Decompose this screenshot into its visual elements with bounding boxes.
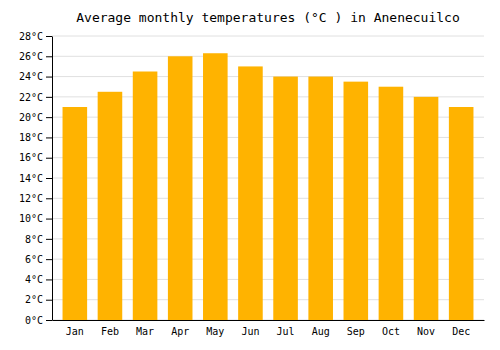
tick-label: 20°C	[19, 112, 43, 123]
axis-line	[53, 320, 485, 321]
tick-label: Apr	[171, 326, 189, 337]
tick-label: 2°C	[25, 294, 43, 305]
tick-mark	[46, 279, 52, 280]
tick: 26°C	[19, 51, 52, 62]
tick-label: 10°C	[19, 213, 43, 224]
tick-mark	[46, 239, 52, 240]
tick-label: Oct	[382, 326, 400, 337]
tick-mark	[46, 259, 52, 260]
tick: 10°C	[19, 213, 52, 224]
tick: 20°C	[19, 112, 52, 123]
tick-label: Jul	[277, 326, 295, 337]
tick: Jul	[277, 326, 295, 337]
bar	[63, 107, 88, 320]
tick-mark	[46, 198, 52, 199]
title: Average monthly temperatures (°C ) in An…	[76, 10, 460, 25]
grid-line	[52, 36, 484, 37]
tick-label: Sep	[347, 326, 365, 337]
tick: 2°C	[25, 294, 52, 305]
tick-label: Nov	[417, 326, 435, 337]
tick: Apr	[171, 326, 189, 337]
bar	[133, 72, 158, 321]
tick-mark	[46, 219, 52, 220]
tick-label: 22°C	[19, 92, 43, 103]
tick-label: 6°C	[25, 254, 43, 265]
tick-mark	[46, 117, 52, 118]
bar	[379, 87, 404, 320]
tick-mark	[46, 178, 52, 179]
tick-label: 0°C	[25, 315, 43, 326]
tick-label: Dec	[452, 326, 470, 337]
y-axis: 0°C 2°C 4°C 6°C 8°C 10°C 12°C 14°C 16°C 18°C 20°C 2…	[19, 31, 53, 326]
bar	[203, 53, 228, 320]
tick: Feb	[101, 326, 119, 337]
bar	[308, 77, 333, 320]
tick-label: 8°C	[25, 234, 43, 245]
tick: 12°C	[19, 193, 52, 204]
bar	[414, 97, 439, 320]
tick-mark	[46, 320, 52, 321]
bar	[98, 92, 123, 320]
tick-mark	[46, 97, 52, 98]
grid-line	[52, 56, 484, 57]
tick: Mar	[136, 326, 154, 337]
grid	[52, 36, 484, 320]
tick-mark	[46, 77, 52, 78]
tick: 0°C	[25, 315, 52, 326]
tick-label: 18°C	[19, 132, 43, 143]
bar	[273, 77, 298, 320]
tick-mark	[46, 56, 52, 57]
tick: 6°C	[25, 254, 52, 265]
tick-label: 4°C	[25, 274, 43, 285]
grid-line	[52, 76, 484, 77]
tick: Sep	[347, 326, 365, 337]
tick: May	[206, 326, 224, 337]
tick: 22°C	[19, 92, 52, 103]
bar	[344, 82, 369, 320]
tick: Dec	[452, 326, 470, 337]
tick-label: 16°C	[19, 152, 43, 163]
tick: Jan	[66, 326, 84, 337]
tick-label: 12°C	[19, 193, 43, 204]
tick-mark	[46, 158, 52, 159]
axis-line	[52, 37, 53, 321]
tick: 16°C	[19, 152, 52, 163]
bar	[168, 56, 193, 320]
tick: 18°C	[19, 132, 52, 143]
tick-label: Jun	[241, 326, 259, 337]
bar	[449, 107, 474, 320]
tick-label: May	[206, 326, 224, 337]
tick: Nov	[417, 326, 435, 337]
tick: Aug	[312, 326, 330, 337]
tick-label: Jan	[66, 326, 84, 337]
tick: Oct	[382, 326, 400, 337]
tick-label: 28°C	[19, 31, 43, 42]
tick: 8°C	[25, 234, 52, 245]
chart: 0°C 2°C 4°C 6°C 8°C 10°C 12°C 14°C 16°C 18°C 20°C 2…	[0, 0, 500, 350]
plot-area: 0°C 2°C 4°C 6°C 8°C 10°C 12°C 14°C 16°C 18°C 20°C 2…	[19, 31, 485, 337]
tick-label: 14°C	[19, 173, 43, 184]
tick: 14°C	[19, 173, 52, 184]
tick-mark	[46, 137, 52, 138]
x-axis: Jan Feb Mar Apr May Jun Jul Aug Sep Oct Nov Dec	[53, 321, 485, 338]
tick-label: Feb	[101, 326, 119, 337]
tick-label: Aug	[312, 326, 330, 337]
tick-mark	[46, 36, 52, 37]
tick: 28°C	[19, 31, 52, 42]
tick-label: Mar	[136, 326, 154, 337]
tick-label: 26°C	[19, 51, 43, 62]
tick: 24°C	[19, 71, 52, 82]
bar	[238, 66, 263, 320]
bars	[63, 53, 474, 320]
tick-mark	[46, 300, 52, 301]
tick: 4°C	[25, 274, 52, 285]
tick: Jun	[241, 326, 259, 337]
tick-label: 24°C	[19, 71, 43, 82]
